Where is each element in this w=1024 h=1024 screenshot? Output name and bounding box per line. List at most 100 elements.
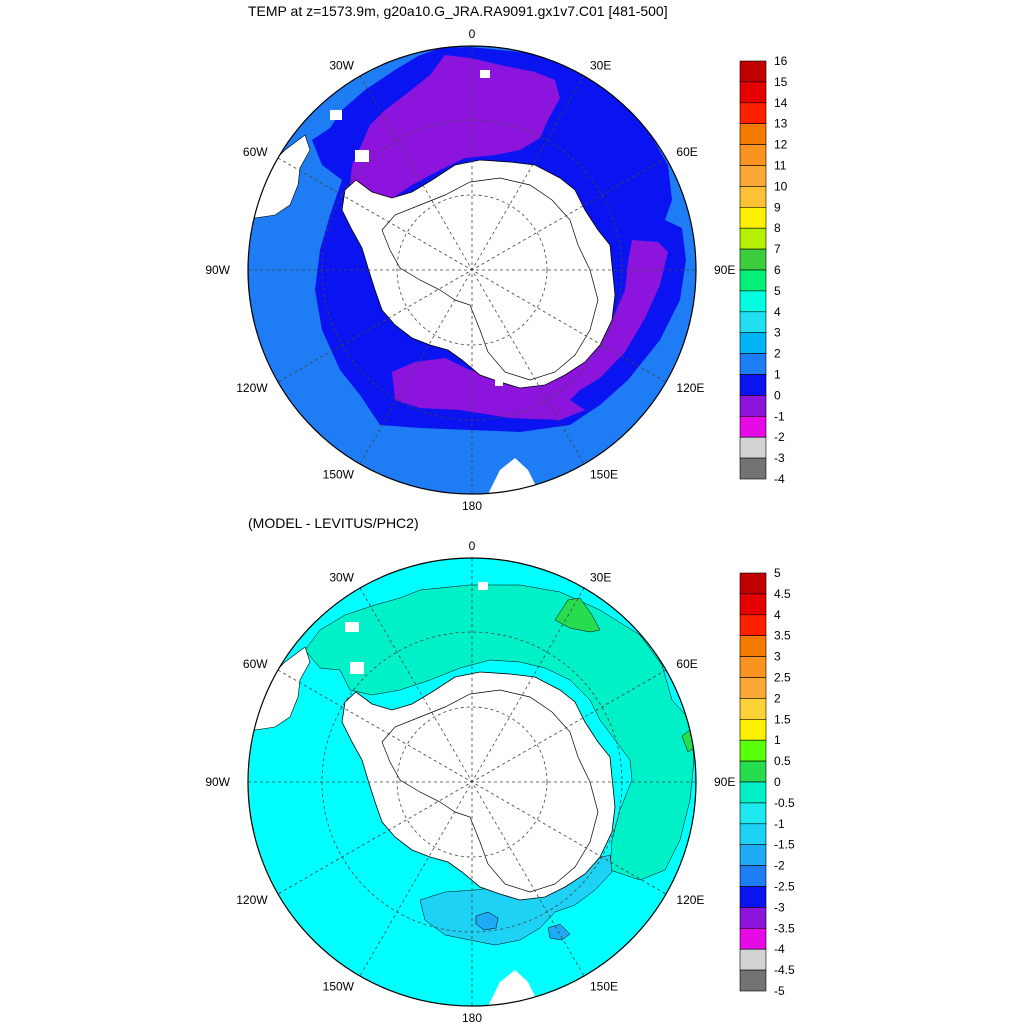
- top-colorbar-box: [739, 415, 767, 438]
- bottom-colorbar-label: 0.5: [774, 754, 791, 768]
- bottom-colorbar-box: [739, 948, 767, 971]
- bottom-colorbar-box: [739, 886, 767, 908]
- bottom-colorbar-box: [739, 927, 767, 950]
- bottom-colorbar-label: -2.5: [774, 880, 795, 894]
- top-colorbar-box: [739, 290, 767, 313]
- bottom-colorbar-box: [739, 572, 767, 595]
- bottom-lon-label: 60E: [676, 657, 697, 671]
- top-mask-1: [480, 70, 490, 78]
- bottom-longitude-labels: 0 30E 60E 90E 120E 150E 180 150W 120W 90W 60W 30W: [205, 539, 735, 1024]
- top-colorbar-box: [739, 102, 767, 125]
- top-lon-label: 0: [469, 27, 476, 41]
- bottom-coastline-inner: [381, 689, 599, 893]
- top-lon-label: 90W: [205, 263, 230, 277]
- bottom-colorbar-label: -2: [774, 859, 785, 873]
- bottom-colorbar-label: -0.5: [774, 796, 795, 810]
- bottom-colorbar-label: -3.5: [774, 921, 795, 935]
- top-colorbar-box: [739, 165, 767, 187]
- bottom-colorbar-box: [739, 865, 767, 887]
- bottom-field-green-patch: [554, 597, 601, 633]
- top-field-ross-east: [392, 240, 668, 420]
- top-colorbar-box: [739, 81, 767, 104]
- top-colorbar-box: [739, 207, 767, 229]
- top-lon-label: 30W: [329, 59, 354, 73]
- top-lon-label: 30E: [590, 59, 611, 73]
- bottom-colorbar-box: [739, 907, 767, 929]
- bottom-colorbar-label: 3: [774, 650, 781, 664]
- top-mask-4: [330, 110, 342, 120]
- top-colorbar-label: 7: [774, 242, 781, 256]
- top-colorbar-box: [739, 374, 767, 396]
- bottom-map-title: (MODEL - LEVITUS/PHC2): [248, 515, 419, 531]
- bottom-colorbar-box: [739, 718, 767, 741]
- bottom-colorbar-box: [739, 593, 767, 616]
- top-colorbar-box: [739, 332, 767, 354]
- top-lon-label: 60W: [243, 145, 268, 159]
- bottom-colorbar-label: 1.5: [774, 712, 791, 726]
- bottom-lon-label: 180: [462, 1011, 482, 1024]
- bottom-lon-label: 30E: [590, 571, 611, 585]
- top-colorbar-box: [739, 457, 767, 480]
- bottom-map-border: [247, 557, 697, 1007]
- top-field-weddell: [350, 55, 560, 200]
- bottom-colorbar-box: [739, 677, 767, 699]
- bottom-colorbar-label: -1.5: [774, 838, 795, 852]
- top-colorbar-box: [739, 353, 767, 375]
- top-colorbar-box: [739, 248, 767, 271]
- top-colorbar-box: [739, 311, 767, 333]
- bottom-lon-label: 60W: [243, 657, 268, 671]
- bottom-mask-2: [345, 622, 359, 632]
- top-colorbar-box: [739, 395, 767, 417]
- top-colorbar-label: 3: [774, 326, 781, 340]
- top-colorbar-box: [739, 227, 767, 250]
- bottom-colorbar-label: 2.5: [774, 671, 791, 685]
- top-lon-label: 150W: [323, 467, 355, 481]
- bottom-colorbar-label: 1: [774, 733, 781, 747]
- top-colorbar-label: 0: [774, 388, 781, 402]
- top-colorbar-box: [739, 269, 767, 292]
- bottom-colorbar-box: [739, 739, 767, 762]
- top-colorbar-label: 5: [774, 284, 781, 298]
- bottom-colorbar-label: -5: [774, 984, 785, 998]
- bottom-lon-label: 120E: [676, 893, 704, 907]
- top-colorbar-label: 13: [774, 117, 788, 131]
- bottom-colorbar-box: [739, 614, 767, 636]
- top-longitude-labels: 0 30E 60E 90E 120E 150E 180 150W 120W 90W 60W 30W: [205, 27, 735, 513]
- top-map-border: [247, 45, 697, 495]
- top-lon-label: 90E: [714, 263, 735, 277]
- bottom-colorbar-label: 4.5: [774, 587, 791, 601]
- top-colorbar-label: 14: [774, 96, 788, 110]
- bottom-colorbar-box: [739, 635, 767, 657]
- top-colorbar-box: [739, 436, 767, 459]
- bottom-colorbar-label: 4: [774, 608, 781, 622]
- top-colorbar-label: 9: [774, 200, 781, 214]
- bottom-lon-label: 30W: [329, 571, 354, 585]
- bottom-lon-label: 150W: [323, 979, 355, 993]
- bottom-lon-label: 150E: [590, 979, 618, 993]
- bottom-colorbar-box: [739, 760, 767, 783]
- top-lon-label: 120E: [676, 381, 704, 395]
- top-lon-label: 60E: [676, 145, 697, 159]
- top-land-patch: [488, 458, 540, 494]
- bottom-colorbar-box: [739, 781, 767, 804]
- top-graticule: [248, 46, 696, 494]
- bottom-colorbar-label: 0: [774, 775, 781, 789]
- bottom-lon-label: 120W: [236, 893, 268, 907]
- top-lon-label: 180: [462, 499, 482, 513]
- top-coastline-inner: [381, 177, 599, 381]
- bottom-colorbar-label: -4: [774, 942, 785, 956]
- bottom-lon-label: 90W: [205, 775, 230, 789]
- top-colorbar-label: 6: [774, 263, 781, 277]
- top-colorbar-label: 4: [774, 305, 781, 319]
- top-mask-2: [355, 150, 369, 162]
- bottom-colorbar-box: [739, 823, 767, 845]
- bottom-graticule: [248, 558, 696, 1006]
- bottom-colorbar-box: [739, 969, 767, 992]
- top-colorbar-label: -3: [774, 451, 785, 465]
- bottom-lon-label: 0: [469, 539, 476, 553]
- top-colorbar-label: -1: [774, 409, 785, 423]
- top-lon-label: 150E: [590, 467, 618, 481]
- bottom-mask-1: [478, 582, 488, 590]
